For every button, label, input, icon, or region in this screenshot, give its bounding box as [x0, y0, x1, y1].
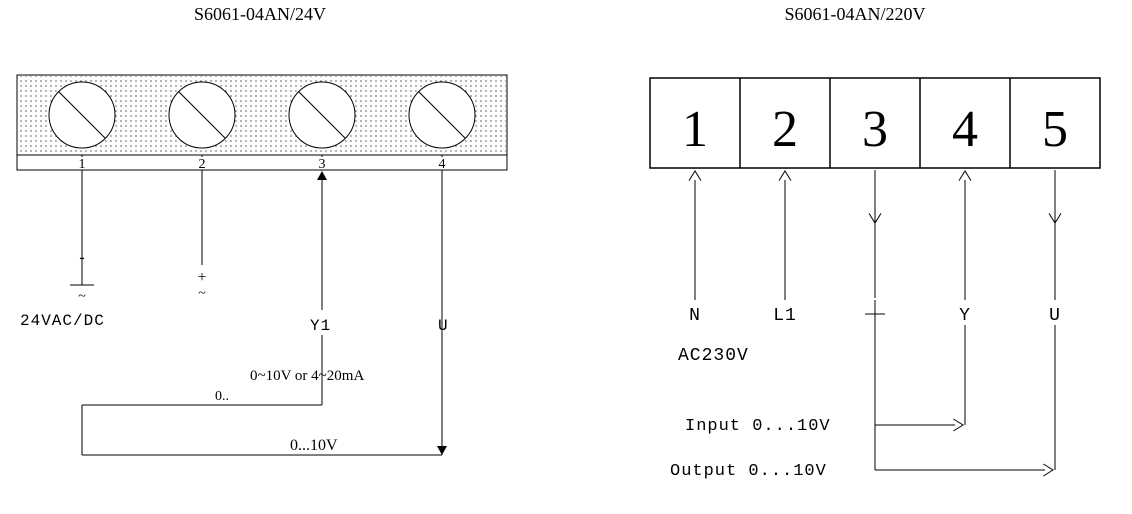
label-y: Y	[959, 306, 971, 326]
input-range-label: 0~10V or 4~20mA	[250, 368, 364, 384]
right-terminal-number: 2	[772, 101, 798, 158]
label-l1: L1	[773, 306, 797, 326]
terminal-number: 4	[439, 157, 446, 172]
ac-label: AC230V	[678, 346, 749, 366]
left-title: S6061-04AN/24V	[194, 4, 326, 24]
supply-label: 24VAC/DC	[20, 312, 105, 330]
right-terminal-number: 1	[682, 101, 708, 158]
terminal-number: 1	[79, 157, 86, 172]
right-terminal-number: 5	[1042, 101, 1068, 158]
right-terminal-number: 4	[952, 101, 978, 158]
plus-label: +	[197, 269, 206, 286]
label-u: U	[1049, 306, 1061, 326]
tilde2: ~	[198, 286, 206, 301]
terminal-number: 2	[199, 157, 206, 172]
input-line-caption: 0..	[215, 389, 229, 404]
terminal-number: 3	[319, 157, 326, 172]
y1-label: Y1	[310, 317, 331, 335]
u-label: U	[438, 317, 449, 335]
tilde1: ~	[78, 289, 86, 304]
minus-label: -	[79, 249, 84, 266]
output-label: 0...10V	[290, 437, 338, 454]
right-title: S6061-04AN/220V	[784, 4, 925, 24]
right-terminal-number: 3	[862, 101, 888, 158]
right-output-label: Output 0...10V	[670, 462, 827, 481]
label-n: N	[689, 306, 701, 326]
right-input-label: Input 0...10V	[685, 417, 831, 436]
